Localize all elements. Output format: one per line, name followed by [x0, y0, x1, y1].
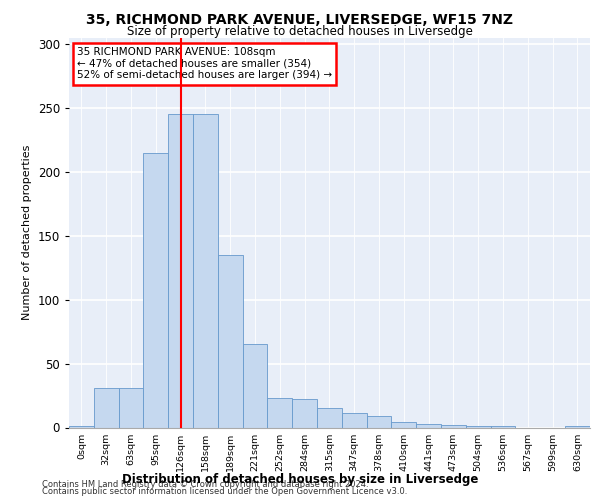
Bar [143, 152, 168, 428]
Text: 35 RICHMOND PARK AVENUE: 108sqm
← 47% of detached houses are smaller (354)
52% o: 35 RICHMOND PARK AVENUE: 108sqm ← 47% of… [77, 48, 332, 80]
Bar [218, 255, 242, 428]
Bar [317, 408, 342, 428]
Text: Contains HM Land Registry data © Crown copyright and database right 2024.: Contains HM Land Registry data © Crown c… [42, 480, 368, 489]
Bar [491, 426, 515, 428]
Bar [565, 426, 590, 428]
Bar [119, 388, 143, 428]
Text: 35, RICHMOND PARK AVENUE, LIVERSEDGE, WF15 7NZ: 35, RICHMOND PARK AVENUE, LIVERSEDGE, WF… [86, 12, 514, 26]
Bar [441, 425, 466, 428]
Bar [292, 400, 317, 427]
Bar [94, 388, 119, 428]
Bar [193, 114, 218, 428]
Y-axis label: Number of detached properties: Number of detached properties [22, 145, 32, 320]
Bar [268, 398, 292, 428]
Bar [391, 422, 416, 428]
Bar [416, 424, 441, 428]
Bar [367, 416, 391, 428]
Bar [466, 426, 491, 428]
Text: Distribution of detached houses by size in Liversedge: Distribution of detached houses by size … [122, 472, 478, 486]
Bar [69, 426, 94, 428]
Text: Contains public sector information licensed under the Open Government Licence v3: Contains public sector information licen… [42, 488, 407, 496]
Bar [342, 414, 367, 428]
Bar [242, 344, 268, 428]
Bar [168, 114, 193, 428]
Text: Size of property relative to detached houses in Liversedge: Size of property relative to detached ho… [127, 25, 473, 38]
